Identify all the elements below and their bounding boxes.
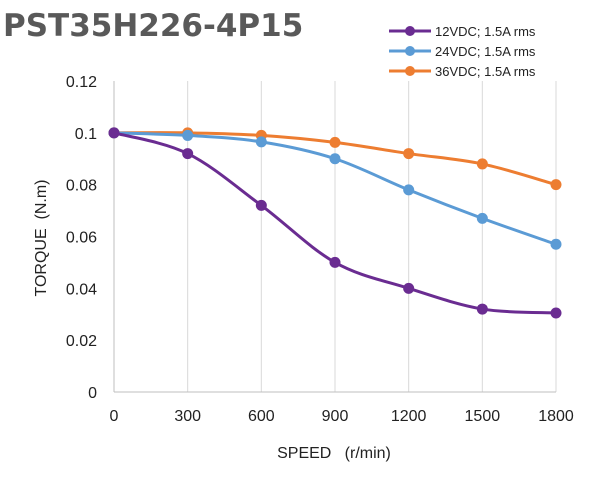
series-group (108, 127, 562, 319)
y-tick-label: 0.02 (66, 333, 97, 350)
legend-swatch-marker (405, 26, 415, 36)
data-point (182, 148, 194, 160)
legend-label: 12VDC; 1.5A rms (435, 24, 536, 39)
y-axis-label: TORQUE (N.m) (33, 179, 50, 296)
legend-label: 24VDC; 1.5A rms (435, 44, 536, 59)
legend-swatch-marker (405, 66, 415, 76)
data-point (403, 282, 415, 294)
x-tick-label: 900 (322, 408, 349, 425)
data-point (329, 136, 341, 148)
x-tick-label: 1500 (465, 408, 501, 425)
y-tick-label: 0 (88, 385, 97, 402)
y-tick-label: 0.08 (66, 178, 97, 195)
data-point (403, 184, 415, 196)
x-tick-label: 600 (248, 408, 275, 425)
data-point (476, 303, 488, 315)
x-tick-label: 1200 (391, 408, 427, 425)
data-point (182, 129, 194, 141)
y-tick-label: 0.04 (66, 281, 97, 298)
data-point (255, 136, 267, 148)
data-point (476, 158, 488, 170)
y-tick-labels: 0 0.02 0.04 0.06 0.08 0.1 0.12 (66, 74, 97, 402)
legend-label: 36VDC; 1.5A rms (435, 64, 536, 79)
y-tick-label: 0.12 (66, 74, 97, 91)
data-point (550, 238, 562, 250)
data-point (255, 199, 267, 211)
data-point (550, 307, 562, 319)
data-point (329, 153, 341, 165)
data-point (550, 179, 562, 191)
x-tick-label: 1800 (538, 408, 574, 425)
legend-swatch-marker (405, 46, 415, 56)
data-point (108, 127, 120, 139)
y-tick-label: 0.06 (66, 230, 97, 247)
data-point (476, 212, 488, 224)
x-tick-labels: 0 300 600 900 1200 1500 1800 (110, 408, 574, 425)
data-point (329, 256, 341, 268)
grid-lines (187, 81, 557, 392)
x-tick-label: 0 (110, 408, 119, 425)
x-axis-label: SPEED (r/min) (277, 445, 391, 462)
x-tick-label: 300 (174, 408, 201, 425)
y-tick-label: 0.1 (75, 126, 97, 143)
data-point (403, 148, 415, 160)
legend: 12VDC; 1.5A rms 24VDC; 1.5A rms 36VDC; 1.5… (389, 24, 536, 79)
chart-title: PST35H226-4P15 (3, 8, 303, 44)
